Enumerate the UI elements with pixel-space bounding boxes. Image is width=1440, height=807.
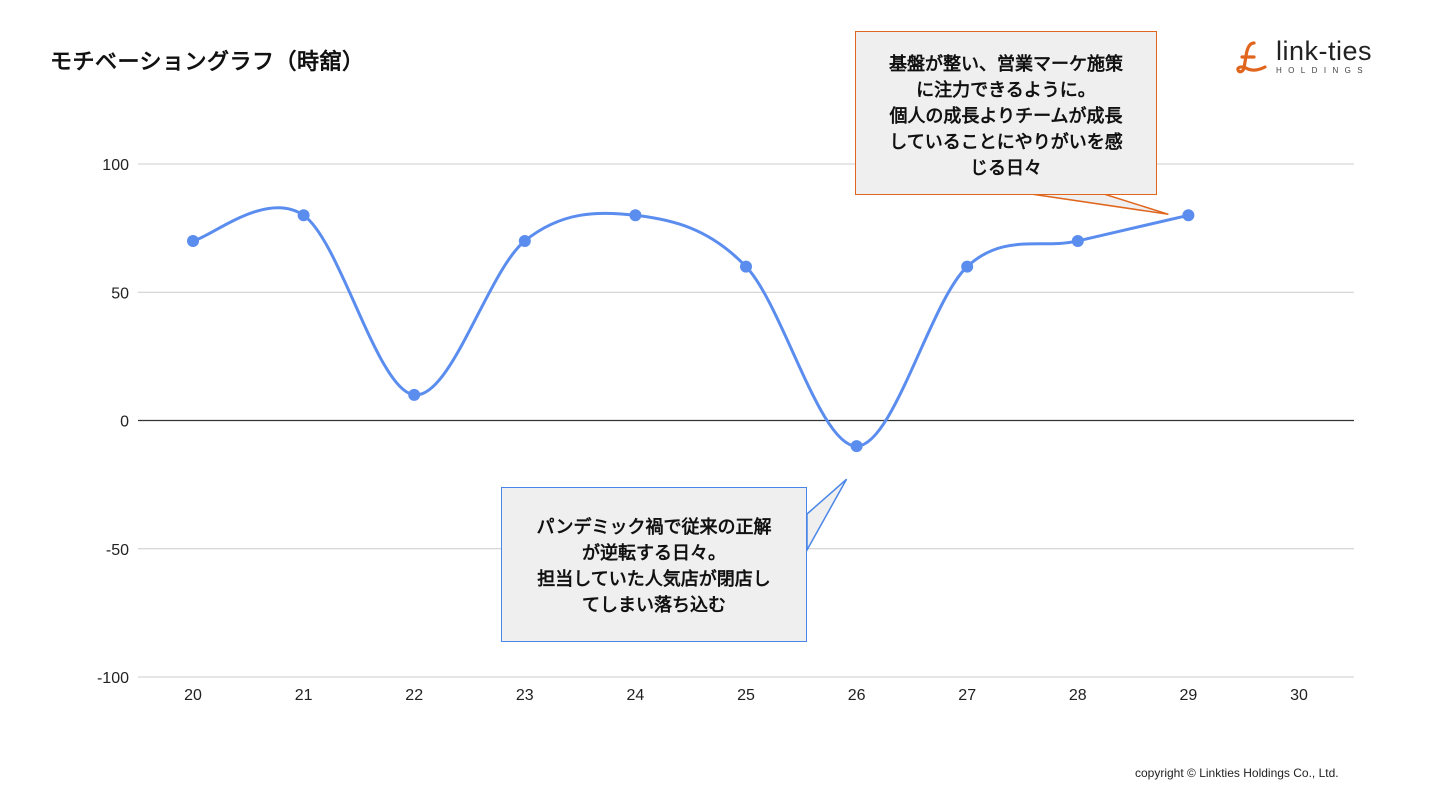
x-tick-label: 25 bbox=[737, 687, 755, 704]
company-logo: link-ties HOLDINGS bbox=[1234, 36, 1394, 78]
x-tick-label: 30 bbox=[1290, 687, 1308, 704]
x-tick-label: 28 bbox=[1069, 687, 1087, 704]
callout-pointers bbox=[806, 193, 1169, 553]
x-tick-label: 20 bbox=[184, 687, 202, 704]
link-ties-logo-mark-icon bbox=[1236, 41, 1267, 74]
y-tick-label: 0 bbox=[120, 414, 129, 431]
data-point bbox=[187, 234, 199, 247]
page-title: モチベーショングラフ（時舘） bbox=[50, 50, 365, 75]
data-point bbox=[850, 440, 863, 453]
data-points bbox=[187, 209, 1195, 453]
data-point bbox=[629, 209, 642, 222]
y-tick-label: -100 bbox=[97, 670, 129, 687]
x-tick-label: 29 bbox=[1180, 687, 1198, 704]
x-tick-label: 21 bbox=[295, 687, 313, 704]
data-point bbox=[1071, 234, 1084, 247]
logo-text: link-ties bbox=[1276, 36, 1373, 66]
data-point bbox=[1182, 209, 1195, 222]
data-point bbox=[408, 388, 421, 401]
x-tick-label: 26 bbox=[848, 687, 866, 704]
annotation-bottom: パンデミック禍で従来の正解 が逆転する日々。 担当していた人気店が閉店し てしま… bbox=[501, 487, 807, 642]
logo-subtext: HOLDINGS bbox=[1276, 66, 1369, 75]
y-tick-label: -50 bbox=[106, 542, 129, 559]
data-point bbox=[740, 260, 752, 273]
x-tick-label: 22 bbox=[405, 687, 423, 704]
data-point bbox=[297, 209, 310, 222]
series-line bbox=[192, 206, 1189, 448]
y-tick-label: 50 bbox=[111, 285, 129, 302]
data-point bbox=[961, 260, 974, 273]
y-tick-label: 100 bbox=[102, 157, 129, 174]
x-tick-label: 24 bbox=[627, 687, 645, 704]
x-tick-label: 23 bbox=[516, 687, 534, 704]
data-point bbox=[518, 234, 531, 247]
copyright-text: copyright © Linkties Holdings Co., Ltd. bbox=[1135, 766, 1339, 780]
x-tick-label: 27 bbox=[958, 687, 976, 704]
annotation-top: 基盤が整い、営業マーケ施策 に注力できるように。 個人の成長よりチームが成長 し… bbox=[855, 31, 1157, 195]
annotation-bottom-pointer bbox=[806, 478, 848, 553]
annotation-top-pointer bbox=[1030, 193, 1169, 216]
tick-labels: 100 50 0 -50 -100 20 21 22 23 24 25 26 27 28 29 30 bbox=[97, 157, 1308, 704]
